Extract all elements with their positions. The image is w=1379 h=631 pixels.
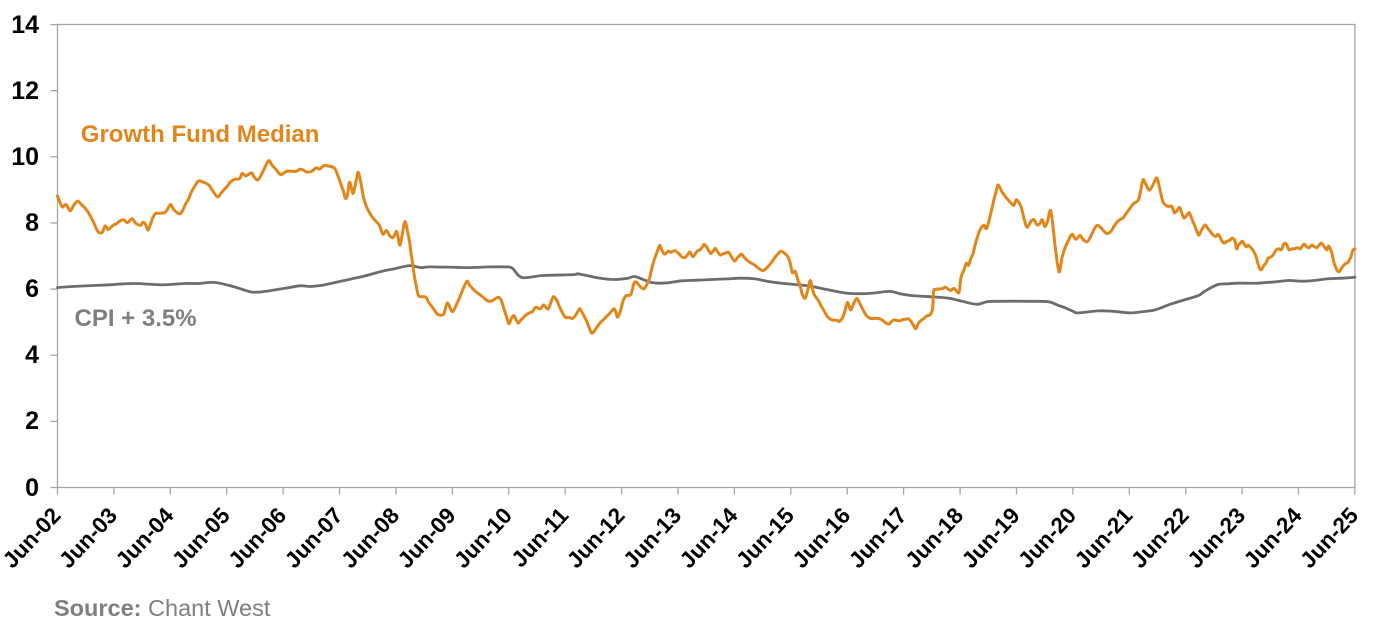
svg-text:Jun-21: Jun-21 bbox=[1070, 503, 1138, 573]
svg-text:Jun-20: Jun-20 bbox=[1013, 503, 1081, 573]
svg-text:Jun-03: Jun-03 bbox=[54, 503, 122, 573]
svg-text:Jun-16: Jun-16 bbox=[788, 503, 856, 573]
svg-text:Jun-09: Jun-09 bbox=[393, 503, 461, 573]
svg-text:Jun-12: Jun-12 bbox=[562, 503, 630, 573]
svg-text:Jun-10: Jun-10 bbox=[449, 503, 517, 573]
svg-text:Jun-13: Jun-13 bbox=[618, 503, 686, 573]
svg-text:Jun-08: Jun-08 bbox=[336, 503, 404, 573]
svg-text:Jun-22: Jun-22 bbox=[1126, 503, 1194, 573]
svg-text:Jun-25: Jun-25 bbox=[1295, 503, 1363, 573]
svg-text:Jun-06: Jun-06 bbox=[224, 503, 292, 573]
svg-text:Jun-17: Jun-17 bbox=[844, 503, 912, 573]
svg-text:Jun-19: Jun-19 bbox=[957, 503, 1025, 573]
svg-text:Jun-04: Jun-04 bbox=[111, 503, 179, 573]
svg-text:Jun-15: Jun-15 bbox=[731, 503, 799, 573]
svg-text:Jun-07: Jun-07 bbox=[280, 503, 348, 573]
svg-text:Jun-11: Jun-11 bbox=[506, 503, 573, 572]
svg-text:Jun-23: Jun-23 bbox=[1183, 503, 1251, 573]
svg-text:Jun-14: Jun-14 bbox=[675, 503, 743, 573]
svg-text:Jun-05: Jun-05 bbox=[167, 503, 235, 573]
svg-text:Jun-24: Jun-24 bbox=[1239, 503, 1307, 573]
svg-text:Jun-18: Jun-18 bbox=[901, 503, 969, 573]
svg-text:Jun-02: Jun-02 bbox=[0, 503, 66, 573]
